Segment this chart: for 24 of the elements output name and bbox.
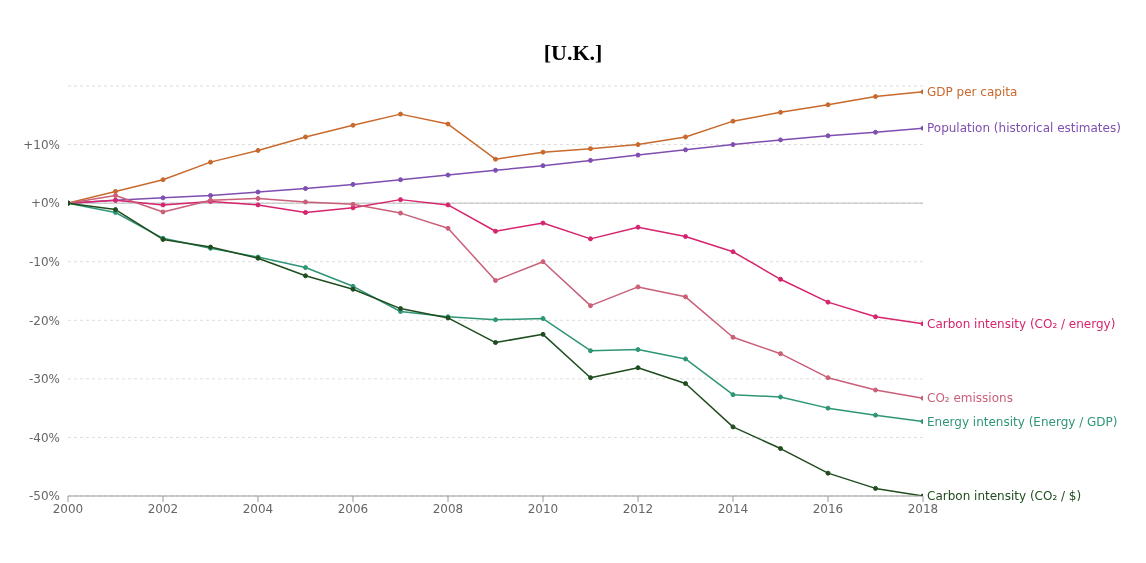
x-tick-label: 2012	[622, 501, 654, 516]
y-tick-label: -40%	[28, 430, 60, 445]
y-tick-label: +10%	[23, 137, 60, 152]
x-tick-label: 2004	[242, 501, 274, 516]
series-label: Population (historical estimates)	[927, 121, 1121, 136]
x-tick-label: 2008	[432, 501, 464, 516]
x-tick-label: 2016	[812, 501, 844, 516]
chart-title: [U.K.]	[542, 40, 604, 66]
x-tick-label: 2018	[907, 501, 939, 516]
y-tick-label: -30%	[28, 372, 60, 387]
x-tick-label: 2010	[527, 501, 559, 516]
x-tick-label: 2006	[337, 501, 369, 516]
y-tick-label: -50%	[28, 489, 60, 504]
y-tick-label: -20%	[28, 313, 60, 328]
x-tick-label: 2014	[717, 501, 749, 516]
series-label: CO₂ emissions	[927, 391, 1013, 406]
series-label: GDP per capita	[927, 84, 1018, 99]
series-label: Carbon intensity (CO₂ / energy)	[927, 316, 1116, 331]
y-tick-label: -10%	[28, 254, 60, 269]
x-tick-label: 2000	[52, 501, 84, 516]
x-tick-label: 2002	[147, 501, 179, 516]
series-label: Carbon intensity (CO₂ / $)	[927, 489, 1082, 503]
series-label: Energy intensity (Energy / GDP)	[927, 414, 1118, 429]
y-tick-label: +0%	[30, 196, 60, 211]
